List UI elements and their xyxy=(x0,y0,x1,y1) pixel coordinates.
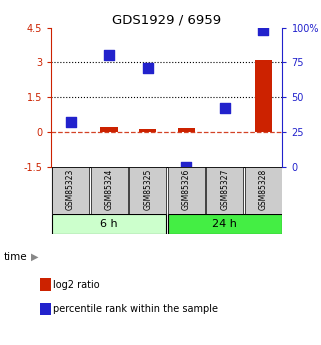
Point xyxy=(107,53,112,58)
Bar xyxy=(255,60,272,132)
FancyBboxPatch shape xyxy=(168,167,205,214)
Text: 24 h: 24 h xyxy=(212,219,237,229)
FancyBboxPatch shape xyxy=(245,167,282,214)
FancyBboxPatch shape xyxy=(52,167,89,214)
FancyBboxPatch shape xyxy=(129,167,166,214)
Bar xyxy=(139,129,156,132)
Point xyxy=(261,28,266,33)
Text: GSM85325: GSM85325 xyxy=(143,169,152,210)
FancyBboxPatch shape xyxy=(206,167,243,214)
Text: log2 ratio: log2 ratio xyxy=(53,280,100,289)
Point xyxy=(184,164,189,169)
Text: time: time xyxy=(3,252,27,262)
Point xyxy=(222,106,227,111)
FancyBboxPatch shape xyxy=(168,214,282,234)
FancyBboxPatch shape xyxy=(91,167,128,214)
Text: GSM85324: GSM85324 xyxy=(105,169,114,210)
Text: percentile rank within the sample: percentile rank within the sample xyxy=(53,304,218,314)
Text: 6 h: 6 h xyxy=(100,219,118,229)
Text: GSM85323: GSM85323 xyxy=(66,169,75,210)
Text: ▶: ▶ xyxy=(30,252,38,262)
Title: GDS1929 / 6959: GDS1929 / 6959 xyxy=(112,13,221,27)
Bar xyxy=(178,128,195,132)
FancyBboxPatch shape xyxy=(52,214,166,234)
Bar xyxy=(100,127,118,132)
Point xyxy=(68,119,73,125)
Text: GSM85328: GSM85328 xyxy=(259,169,268,210)
Text: GSM85326: GSM85326 xyxy=(182,169,191,210)
Point xyxy=(145,65,150,71)
Text: GSM85327: GSM85327 xyxy=(220,169,229,210)
